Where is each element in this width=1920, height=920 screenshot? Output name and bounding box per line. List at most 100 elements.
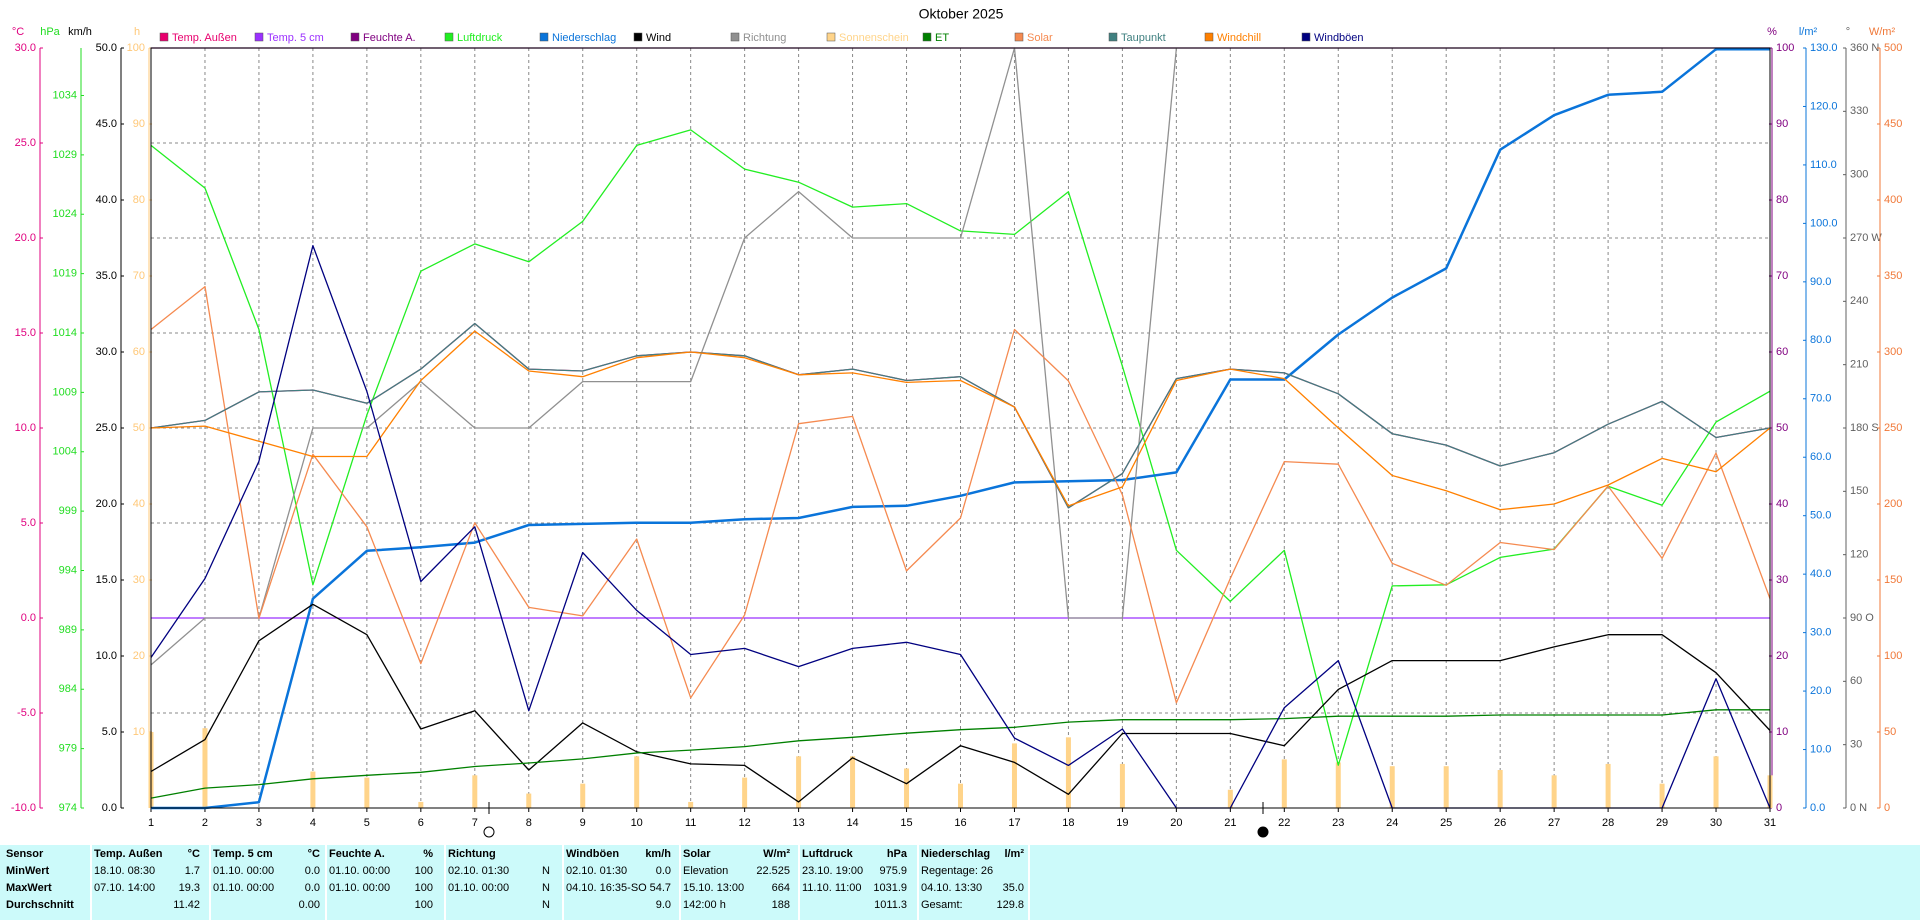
y-tick-label: 450: [1884, 118, 1902, 130]
axis-title: W/m²: [1869, 26, 1896, 38]
statistics-table: Sensor MinWert MaxWert Durchschnitt Temp. Au…: [0, 845, 1920, 920]
y-tick-label: 100.0: [1810, 217, 1838, 229]
y-tick-label: 999: [59, 505, 77, 517]
bar: [1389, 766, 1395, 808]
table-cell: 0.0: [304, 865, 320, 877]
y-tick-label: 1009: [53, 386, 77, 398]
y-tick-label: 100: [1776, 42, 1794, 54]
table-cell: 142:00 h: [683, 899, 726, 911]
full-moon-icon: [483, 826, 495, 838]
y-tick-label: 270 W: [1850, 232, 1882, 244]
x-tick-label: 14: [846, 817, 858, 829]
table-cell: MaxWert: [6, 882, 52, 894]
legend-label: Windböen: [1314, 32, 1364, 44]
x-tick-label: 3: [256, 817, 262, 829]
legend-swatch: [1014, 32, 1024, 42]
table-cell: 15.10. 13:00: [683, 882, 745, 894]
table-cell: 35.0: [1002, 882, 1024, 894]
y-tick-label: 70: [1776, 270, 1788, 282]
table-cell: 1.7: [184, 865, 200, 877]
y-tick-label: 1004: [53, 446, 77, 458]
legend-label: Wind: [646, 32, 671, 44]
legend-label: Luftdruck: [457, 32, 503, 44]
new-moon-icon: [1257, 826, 1269, 838]
x-tick-label: 31: [1764, 817, 1776, 829]
legend-swatch: [1108, 32, 1118, 42]
table-cell: Durchschnitt: [6, 899, 74, 911]
legend-swatch: [1301, 32, 1311, 42]
chart: Oktober 2025 °C-10.0-5.00.05.010.015.020…: [10, 5, 1903, 838]
y-tick-label: 80.0: [1810, 334, 1831, 346]
y-tick-label: 1029: [53, 149, 77, 161]
y-tick-label: 45.0: [96, 118, 117, 130]
table-cell: 11.10. 11:00: [802, 882, 862, 894]
line-series: [150, 285, 1771, 704]
x-tick-label: 1: [148, 817, 154, 829]
y-tick-label: 20.0: [1810, 685, 1831, 697]
y-tick-label: 150: [1850, 485, 1868, 497]
column-separator: [1028, 845, 1030, 920]
axis-title: h: [134, 26, 140, 38]
line-series: [150, 129, 1771, 766]
x-tick-label: 15: [900, 817, 912, 829]
y-tick-label: 200: [1884, 498, 1902, 510]
table-cell: 01.10. 00:00: [213, 865, 275, 877]
bar: [1497, 770, 1503, 808]
table-cell: 18.10. 08:30: [94, 865, 156, 877]
table-cell: Regentage: 26: [921, 865, 994, 877]
bar: [634, 756, 640, 808]
y-tick-label: 0.0: [1810, 802, 1825, 814]
y-tick-label: 10.0: [15, 422, 36, 434]
axis-title: %: [1767, 26, 1777, 38]
y-tick-label: 15.0: [15, 327, 36, 339]
legend-label: Solar: [1027, 32, 1053, 44]
y-tick-label: 80: [1776, 194, 1788, 206]
x-tick-label: 17: [1008, 817, 1020, 829]
y-tick-label: 100: [1884, 650, 1902, 662]
table-cell: 23.10. 19:00: [802, 865, 864, 877]
table-cell: N: [542, 865, 550, 877]
y-tick-label: 1014: [53, 327, 77, 339]
x-tick-label: 24: [1386, 817, 1398, 829]
bar: [1011, 743, 1017, 808]
table-cell: 01.10. 00:00: [213, 882, 275, 894]
column-separator: [444, 845, 446, 920]
y-tick-label: 300: [1850, 169, 1868, 181]
table-cell: 04.10. 16:35-SO: [566, 882, 647, 894]
table-cell: Temp. 5 cm: [213, 848, 273, 860]
table-cell: %: [423, 848, 433, 860]
table-cell: Feuchte A.: [329, 848, 385, 860]
table-cell: Windböen: [566, 848, 620, 860]
y-tick-label: 250: [1884, 422, 1902, 434]
table-cell: 11.42: [173, 899, 200, 911]
table-cell: 19.3: [178, 882, 200, 894]
y-tick-label: 240: [1850, 295, 1868, 307]
bar: [688, 801, 694, 808]
y-tick-label: 40: [1776, 498, 1788, 510]
table-cell: Niederschlag: [921, 848, 991, 860]
bar: [1119, 763, 1125, 808]
y-tick-label: 70: [133, 270, 145, 282]
y-tick-label: 30.0: [1810, 627, 1831, 639]
moon-phases: [483, 802, 1269, 838]
x-tick-label: 23: [1332, 817, 1344, 829]
y-tick-label: 974: [59, 802, 77, 814]
y-tick-label: 25.0: [96, 422, 117, 434]
column-separator: [679, 845, 681, 920]
y-tick-label: 15.0: [96, 574, 117, 586]
y-tick-label: 100: [127, 42, 145, 54]
table-cell: 1031.9: [873, 882, 907, 894]
table-cell: 9.0: [655, 899, 671, 911]
legend-label: Temp. Außen: [172, 32, 237, 44]
bar: [202, 728, 208, 808]
x-tick-label: 4: [310, 817, 316, 829]
y-tick-label: 1024: [53, 208, 77, 220]
x-tick-label: 20: [1170, 817, 1182, 829]
table-cell: 01.10. 00:00: [329, 882, 391, 894]
y-tick-label: -5.0: [17, 707, 36, 719]
table-cell: W/m²: [763, 848, 790, 860]
y-tick-label: 20: [1776, 650, 1788, 662]
y-tick-label: 989: [59, 624, 77, 636]
table-cell: 01.10. 00:00: [448, 882, 510, 894]
x-tick-label: 8: [526, 817, 532, 829]
